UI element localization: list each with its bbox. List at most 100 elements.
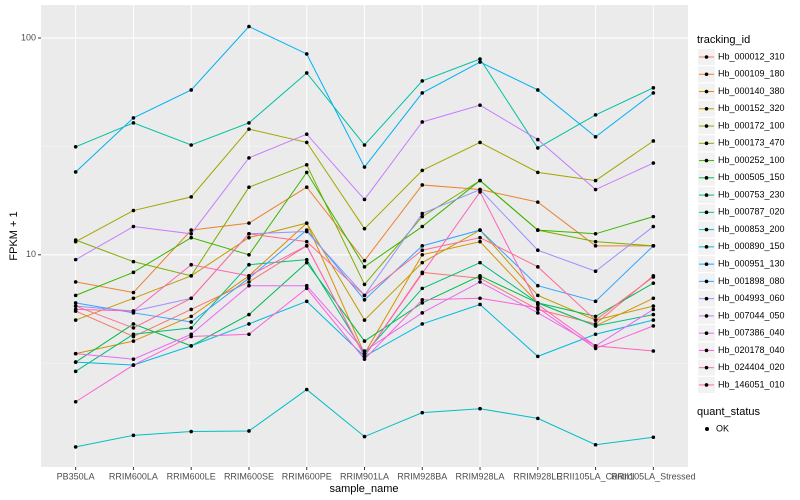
legend-label: Hb_000753_230 <box>718 189 785 199</box>
data-point <box>420 253 425 257</box>
data-point <box>651 324 656 328</box>
legend-key-point <box>704 296 709 301</box>
data-point <box>651 349 656 353</box>
data-point <box>189 314 193 319</box>
data-point <box>478 57 482 61</box>
x-tick-label: RRIM600LE <box>167 471 216 481</box>
data-point <box>131 322 136 326</box>
data-point <box>593 231 598 236</box>
data-point <box>420 410 425 415</box>
data-point <box>304 71 309 75</box>
data-point <box>304 244 309 248</box>
x-tick-label: RRIM600LA <box>109 471 158 481</box>
legend-label: Hb_007044_050 <box>718 310 785 320</box>
data-point <box>189 307 193 312</box>
data-point <box>536 137 540 142</box>
x-tick-label: RRIM600SE <box>224 471 274 481</box>
data-point <box>478 190 482 194</box>
data-point <box>536 248 540 253</box>
data-point <box>651 296 656 301</box>
data-point <box>478 296 482 301</box>
data-point <box>247 312 251 317</box>
data-point <box>651 318 656 322</box>
legend-label: Hb_004993_060 <box>718 293 785 303</box>
legend-key-point <box>704 193 709 197</box>
legend-label: Hb_000787_020 <box>718 207 785 217</box>
legend-title: tracking_id <box>697 34 750 46</box>
x-tick-label: RRIM928LE <box>513 471 562 481</box>
data-point <box>362 354 367 359</box>
data-point <box>536 311 540 315</box>
data-point <box>73 307 78 312</box>
legend-label: Hb_146051_010 <box>718 379 785 389</box>
data-point <box>593 344 598 348</box>
legend-key-point <box>704 331 709 335</box>
data-point <box>131 339 136 343</box>
data-point <box>131 363 136 367</box>
legend-key-point <box>704 124 709 128</box>
data-point <box>536 305 540 310</box>
data-point <box>131 208 136 213</box>
data-point <box>362 298 367 302</box>
data-point <box>651 281 656 285</box>
data-point <box>593 244 598 248</box>
data-point <box>189 231 193 236</box>
data-point <box>420 271 425 276</box>
legend-label: Hb_000012_310 <box>718 51 785 61</box>
data-point <box>247 24 251 29</box>
data-point <box>362 339 367 343</box>
data-point <box>362 293 367 298</box>
legend-key-point <box>704 176 709 180</box>
data-point <box>536 416 540 421</box>
legend-label: Hb_000172_100 <box>718 120 785 130</box>
x-tick-label: RRII105LA_Control <box>557 471 635 481</box>
data-point <box>247 185 251 190</box>
data-point <box>420 298 425 302</box>
data-point <box>651 161 656 165</box>
data-point <box>651 224 656 229</box>
legend-label: Hb_000140_380 <box>718 86 785 96</box>
data-point <box>536 354 540 359</box>
data-point <box>536 283 540 288</box>
data-point <box>420 260 425 265</box>
data-point <box>420 311 425 315</box>
legend-label: Hb_024404_020 <box>718 362 785 372</box>
data-point <box>73 144 78 149</box>
data-point <box>362 265 367 269</box>
data-point <box>131 224 136 229</box>
data-point <box>593 299 598 304</box>
data-point <box>189 296 193 301</box>
shape-legend-label: OK <box>716 423 729 433</box>
data-point <box>189 429 193 434</box>
data-point <box>593 187 598 192</box>
legend-label: Hb_000853_200 <box>718 224 785 234</box>
data-point <box>593 178 598 183</box>
data-point <box>651 275 656 279</box>
legend-key-point <box>704 348 709 353</box>
data-point <box>189 143 193 147</box>
data-point <box>362 357 367 361</box>
data-point <box>189 334 193 339</box>
data-point <box>593 269 598 274</box>
data-point <box>593 324 598 328</box>
data-point <box>420 120 425 124</box>
data-point <box>189 235 193 240</box>
x-tick-label: RRIM901LA <box>340 471 389 481</box>
data-point <box>304 185 309 190</box>
y-axis-label: FPKM + 1 <box>8 211 20 260</box>
data-point <box>304 286 309 291</box>
data-point <box>304 257 309 262</box>
legend-key-point <box>704 279 709 284</box>
data-point <box>420 211 425 216</box>
data-point <box>362 226 367 231</box>
data-point <box>362 143 367 147</box>
legend-label: Hb_000173_470 <box>718 138 785 148</box>
data-point <box>247 283 251 288</box>
data-point <box>362 197 367 202</box>
data-point <box>536 265 540 269</box>
data-point <box>73 293 78 298</box>
data-point <box>536 146 540 150</box>
data-point <box>420 224 425 229</box>
legend-key-point <box>704 245 709 249</box>
data-point <box>478 140 482 145</box>
